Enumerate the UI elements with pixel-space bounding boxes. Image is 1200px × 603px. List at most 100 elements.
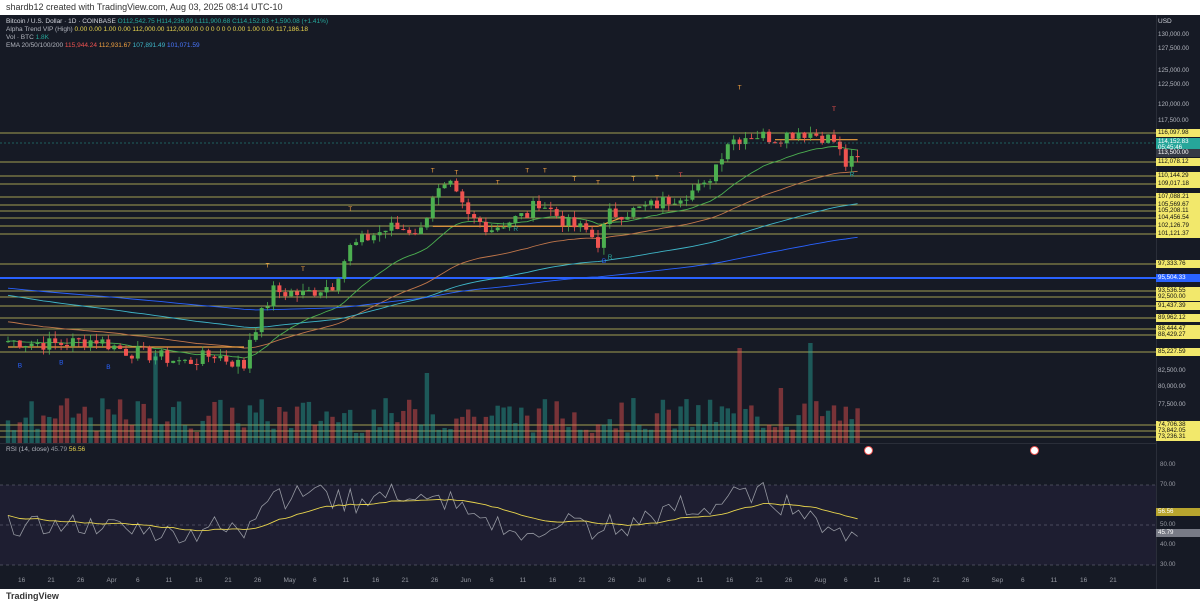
price-axis-label: 127,500.00 [1158, 45, 1189, 52]
candle-body [773, 142, 777, 144]
price-axis-label: 77,500.00 [1158, 401, 1186, 408]
price-level-tag[interactable]: 105,208.11 [1156, 207, 1200, 215]
price-level-tag[interactable]: 88,444.47 [1156, 325, 1200, 333]
candle-body [560, 215, 565, 226]
volume-bar [725, 408, 730, 443]
candle-body [112, 345, 117, 350]
candle-body [755, 138, 760, 140]
volume-bar [448, 429, 453, 443]
candle-body [820, 135, 825, 143]
time-axis-label: 6 [490, 577, 494, 584]
time-axis-label: 21 [578, 577, 586, 584]
price-level-tag[interactable]: 88,429.27 [1156, 331, 1200, 339]
price-level-tag[interactable]: 105,569.67 [1156, 201, 1200, 209]
volume-bar [501, 407, 506, 443]
price-level-tag[interactable]: 107,088.21 [1156, 193, 1200, 201]
signal-marker: T [543, 167, 547, 174]
candle-body [625, 216, 630, 220]
volume-bar [153, 353, 158, 443]
candle-body [678, 200, 683, 204]
volume-bar [843, 406, 848, 443]
volume-bar [29, 401, 34, 443]
candle-body [649, 200, 654, 206]
price-level-tag[interactable]: 91,437.39 [1156, 302, 1200, 310]
candle-body [708, 181, 713, 183]
price-level-tag[interactable]: 05:45:46 [1156, 144, 1200, 152]
candle-body [88, 340, 93, 348]
price-level-tag[interactable]: 89,962.12 [1156, 314, 1200, 322]
volume-bar [460, 416, 465, 443]
candle-body [100, 339, 105, 344]
price-level-tag[interactable]: 112,078.12 [1156, 158, 1200, 166]
volume-bar [766, 424, 772, 443]
price-level-tag[interactable]: 97,333.76 [1156, 260, 1200, 268]
price-axis-label: 80,000.00 [1158, 383, 1186, 390]
volume-bar [678, 406, 683, 443]
candle-body [312, 290, 317, 296]
price-level-tag[interactable]: 114,152.83 [1156, 138, 1200, 146]
price-level-tag[interactable]: 93,536.55 [1156, 287, 1200, 295]
candle-body [596, 237, 600, 248]
volume-bar [141, 403, 146, 443]
volume-bar [194, 431, 199, 443]
price-level-tag[interactable]: 110,144.29 [1156, 172, 1200, 180]
currency-label[interactable]: USD [1158, 18, 1172, 25]
legend-volume[interactable]: Vol · BTC 1.8K [6, 34, 49, 41]
price-level-tag[interactable]: 95,504.33 [1156, 274, 1200, 282]
volume-bar [289, 428, 294, 443]
volume-bar [17, 422, 22, 443]
price-axis-label: 122,500.00 [1158, 81, 1189, 88]
ema-20-line [8, 146, 858, 359]
volume-bar [743, 408, 748, 443]
candle-body [171, 360, 176, 363]
candle-body [531, 200, 536, 218]
candle-body [141, 346, 146, 348]
rsi-axis-label: 40.00 [1160, 541, 1176, 548]
price-level-tag[interactable]: 116,097.98 [1156, 129, 1200, 137]
candle-body [17, 340, 22, 348]
price-level-tag[interactable]: 85,227.59 [1156, 348, 1200, 356]
candle-body [218, 356, 223, 359]
rsi-axis-label: 70.00 [1160, 481, 1176, 488]
volume-bar [259, 399, 264, 443]
candle-body [188, 359, 193, 364]
time-axis-label: 11 [165, 577, 173, 584]
event-icon[interactable] [1030, 446, 1039, 455]
signal-marker: T [496, 179, 500, 186]
candle-body [377, 232, 382, 236]
volume-bar [849, 419, 854, 443]
volume-bar [330, 416, 335, 443]
price-level-tag[interactable]: 104,456.54 [1156, 214, 1200, 222]
volume-bar [82, 406, 87, 443]
candle-body [578, 223, 583, 228]
price-level-tag[interactable]: 73,842.05 [1156, 427, 1200, 435]
symbol-name: Bitcoin / U.S. Dollar · 1D · COINBASE [6, 18, 116, 25]
event-icon[interactable] [864, 446, 873, 455]
price-level-tag[interactable]: 101,121.37 [1156, 230, 1200, 238]
time-axis-label: 6 [313, 577, 317, 584]
legend-rsi[interactable]: RSI (14, close) 45.79 56.56 [6, 446, 85, 453]
time-axis-label: 11 [519, 577, 527, 584]
price-axis-label: 82,500.00 [1158, 367, 1186, 374]
rsi-ma-value: 56.56 [68, 446, 86, 453]
volume-bar [430, 414, 435, 443]
legend-alpha-trend[interactable]: Alpha Trend VIP (High) 0.00 0.00 1.00 0.… [6, 26, 308, 33]
ema-200-line [7, 236, 858, 311]
candle-body [837, 141, 842, 150]
price-level-tag[interactable]: 92,500.00 [1156, 293, 1200, 301]
time-axis-label: 21 [47, 577, 55, 584]
legend-ema[interactable]: EMA 20/50/100/200 115,944.24 112,931.67 … [6, 42, 200, 49]
candle-body [525, 213, 530, 218]
volume-bar [47, 416, 52, 443]
price-level-tag[interactable]: 113,500.00 [1156, 149, 1200, 157]
price-level-tag[interactable]: 109,017.18 [1156, 180, 1200, 188]
pane-separator[interactable] [0, 443, 1156, 444]
price-level-tag[interactable]: 73,236.31 [1156, 433, 1200, 441]
time-axis-label: 11 [696, 577, 704, 584]
price-level-tag[interactable]: 74,706.38 [1156, 421, 1200, 429]
candle-body [29, 343, 34, 347]
price-level-tag[interactable]: 102,126.79 [1156, 222, 1200, 230]
indicator-name: RSI (14, close) [6, 446, 49, 453]
